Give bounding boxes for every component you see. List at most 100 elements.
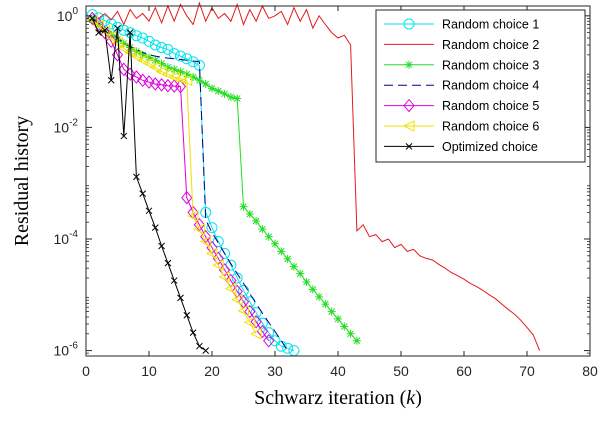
data-point xyxy=(264,232,273,241)
data-point xyxy=(161,68,174,80)
y-tick-label: 10-2 xyxy=(54,117,79,135)
data-point xyxy=(334,314,342,323)
legend-label: Random choice 5 xyxy=(442,99,539,113)
series-line-6 xyxy=(91,19,257,335)
data-point xyxy=(86,11,98,26)
data-point xyxy=(181,190,193,205)
series-2 xyxy=(92,1,541,351)
data-point xyxy=(88,15,96,22)
data-point xyxy=(220,89,229,98)
series-5 xyxy=(86,11,275,348)
x-tick-label: 70 xyxy=(519,363,535,379)
data-point xyxy=(282,342,294,354)
data-point xyxy=(244,304,256,319)
data-point xyxy=(156,42,168,54)
data-point xyxy=(149,61,161,74)
data-point xyxy=(346,329,355,338)
data-point xyxy=(133,173,140,181)
data-point xyxy=(151,224,159,231)
data-point xyxy=(99,25,111,40)
data-point xyxy=(289,262,298,271)
data-point xyxy=(277,247,286,256)
legend-box xyxy=(375,9,586,163)
data-point xyxy=(136,54,149,67)
x-tick-label: 50 xyxy=(393,363,409,379)
legend-item: Random choice 5 xyxy=(384,98,539,113)
data-point xyxy=(95,29,102,36)
data-point xyxy=(180,74,193,87)
legend: Random choice 1 Random choice 2 Random cho… xyxy=(375,9,586,163)
data-point xyxy=(186,210,199,222)
x-tick-label: 60 xyxy=(456,363,472,379)
legend-marker xyxy=(405,143,413,150)
data-point xyxy=(182,70,191,79)
data-point xyxy=(218,271,231,283)
data-point xyxy=(224,282,237,295)
data-point xyxy=(308,285,317,294)
data-point xyxy=(123,46,136,59)
data-point xyxy=(252,217,261,226)
legend-marker xyxy=(403,98,415,113)
legend-item: Random choice 2 xyxy=(384,38,539,52)
data-point xyxy=(170,277,178,284)
data-point xyxy=(225,273,237,288)
legend-label: Random choice 3 xyxy=(442,58,539,72)
data-point xyxy=(243,316,256,329)
data-point xyxy=(113,35,122,44)
data-point xyxy=(130,50,142,62)
legend-marker xyxy=(403,18,415,30)
data-point xyxy=(271,239,279,248)
data-point xyxy=(208,84,216,93)
data-point xyxy=(212,259,224,271)
data-point xyxy=(205,247,218,260)
data-point xyxy=(193,223,205,235)
legend-item: Random choice 4 xyxy=(384,79,539,93)
data-point xyxy=(114,24,121,32)
data-point xyxy=(157,59,166,68)
data-point xyxy=(107,76,115,84)
data-point xyxy=(212,236,224,248)
data-point xyxy=(183,311,191,319)
data-point xyxy=(130,70,143,84)
legend-item: Random choice 1 xyxy=(384,18,539,32)
data-point xyxy=(250,307,262,319)
legend-item: Random choice 3 xyxy=(384,58,539,72)
series-3 xyxy=(88,15,361,345)
data-point xyxy=(155,65,168,78)
data-point xyxy=(239,202,248,211)
data-point xyxy=(92,19,105,31)
data-point xyxy=(126,43,135,52)
data-point xyxy=(226,93,235,102)
x-tick-label: 10 xyxy=(141,363,157,379)
data-point xyxy=(352,336,361,345)
series-line-2 xyxy=(92,1,541,351)
data-point xyxy=(142,57,155,70)
x-tick-label: 80 xyxy=(582,363,598,379)
data-point xyxy=(250,314,262,329)
data-point xyxy=(143,35,155,47)
data-point xyxy=(174,79,187,94)
data-point xyxy=(181,53,193,65)
data-point xyxy=(196,342,203,350)
data-point xyxy=(302,277,311,286)
data-point xyxy=(149,39,161,51)
data-point xyxy=(237,304,249,317)
legend-item: Optimized choice xyxy=(384,140,538,154)
legend-label: Random choice 4 xyxy=(442,79,539,93)
data-point xyxy=(233,94,242,103)
data-point xyxy=(137,32,149,44)
data-point xyxy=(263,333,275,348)
data-point xyxy=(321,300,330,309)
data-point xyxy=(111,36,123,49)
data-point xyxy=(245,210,254,219)
series-line-4 xyxy=(92,17,289,351)
data-point xyxy=(199,235,212,248)
data-point xyxy=(231,293,243,306)
data-point xyxy=(151,56,160,65)
series-7 xyxy=(88,15,210,354)
data-point xyxy=(168,48,180,60)
y-tick-label: 10-6 xyxy=(54,341,79,359)
data-point xyxy=(145,53,153,62)
data-point xyxy=(315,292,324,301)
legend-label: Optimized choice xyxy=(442,140,538,154)
